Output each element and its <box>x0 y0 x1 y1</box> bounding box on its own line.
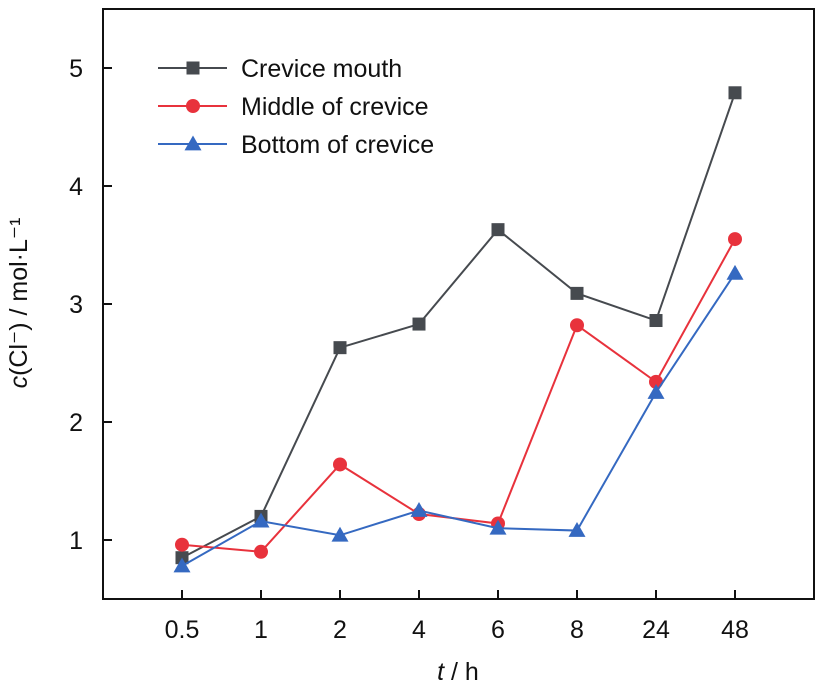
y-tick-label: 3 <box>69 291 83 319</box>
x-tick-label: 8 <box>570 616 584 644</box>
legend-marker-triangle-icon <box>184 135 202 151</box>
data-point-circle <box>333 457 347 472</box>
y-tick-label: 1 <box>69 527 83 555</box>
legend-label: Bottom of crevice <box>241 131 434 159</box>
series-crevice-mouth <box>175 86 742 565</box>
legend-marker-circle-icon <box>186 99 200 113</box>
legend-item: Crevice mouth <box>158 55 402 83</box>
y-tick-label: 4 <box>69 173 83 201</box>
legend-label: Middle of crevice <box>241 93 429 121</box>
data-point-triangle <box>331 526 349 542</box>
data-point-circle <box>175 537 189 552</box>
x-tick-label: 1 <box>254 616 268 644</box>
y-tick-label: 2 <box>69 409 83 437</box>
data-point-square <box>412 317 426 331</box>
series-bottom-of-crevice <box>173 264 744 573</box>
x-tick-label: 6 <box>491 616 505 644</box>
x-tick-label: 2 <box>333 616 347 644</box>
data-point-triangle <box>173 557 191 573</box>
data-point-square <box>649 314 663 328</box>
legend: Crevice mouth Middle of crevice Bottom of … <box>158 55 434 159</box>
data-point-circle <box>254 544 268 559</box>
data-point-circle <box>728 232 742 247</box>
y-axis-label: c(Cl⁻) / mol·L⁻¹ <box>5 218 33 389</box>
legend-label: Crevice mouth <box>241 55 402 83</box>
data-point-square <box>728 86 742 100</box>
series-layer <box>173 86 744 573</box>
series-line <box>181 92 736 559</box>
x-axis-ticks: 0.5 1 2 4 6 8 24 48 <box>165 590 749 644</box>
data-point-triangle <box>410 502 428 517</box>
x-tick-label: 0.5 <box>165 616 200 644</box>
plot-frame <box>102 8 815 600</box>
x-axis-label: t / h <box>437 658 479 686</box>
data-point-triangle <box>726 264 744 280</box>
x-tick-label: 24 <box>642 616 670 644</box>
data-point-circle <box>570 318 584 333</box>
series-line <box>181 272 736 567</box>
legend-marker-square-icon <box>186 61 200 75</box>
data-point-square <box>333 341 347 355</box>
data-point-triangle <box>489 519 507 535</box>
data-point-triangle <box>568 522 586 537</box>
legend-item: Bottom of crevice <box>158 131 434 159</box>
x-tick-label: 4 <box>412 616 426 644</box>
legend-item: Middle of crevice <box>158 93 429 121</box>
data-point-square <box>570 286 584 300</box>
data-point-triangle <box>252 512 270 528</box>
data-point-square <box>491 223 505 237</box>
x-tick-label: 48 <box>721 616 749 644</box>
data-point-triangle <box>647 384 665 399</box>
y-tick-label: 5 <box>69 55 83 83</box>
y-axis-ticks: 1 2 3 4 5 <box>69 55 112 555</box>
data-point-circle <box>649 374 663 389</box>
